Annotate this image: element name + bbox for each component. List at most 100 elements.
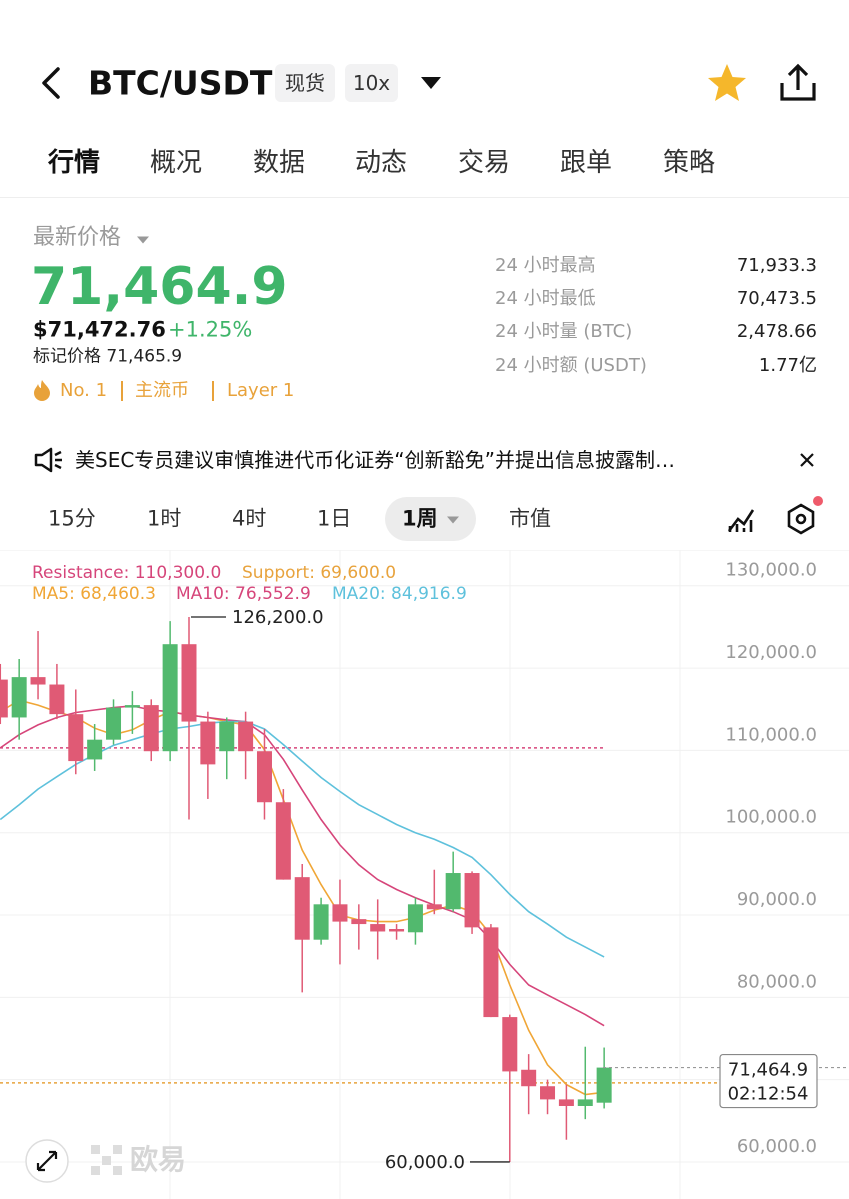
y-tick-label: 120,000.0 [725, 642, 817, 663]
candle-body [502, 1017, 518, 1072]
y-tick-label: 130,000.0 [725, 560, 817, 581]
notification-dot [813, 496, 823, 506]
tab[interactable]: 跟单 [560, 148, 613, 178]
candle-body [313, 904, 329, 940]
close-button[interactable] [799, 452, 815, 468]
stat-value: 2,478.66 [736, 321, 817, 342]
expand-button[interactable] [24, 1138, 70, 1184]
indicator-icon[interactable] [726, 504, 756, 534]
flame-icon [34, 380, 50, 401]
y-tick-label: 100,000.0 [725, 807, 817, 828]
stat-label: 24 小时最低 [495, 288, 596, 309]
category-tag[interactable]: 主流币 [135, 380, 189, 401]
stat-label: 24 小时最高 [495, 255, 596, 276]
announcement-text[interactable]: 美SEC专员建议审慎推进代币化证券“创新豁免”并提出信息披露制… [75, 450, 676, 470]
interval[interactable]: 1周 [402, 506, 438, 531]
candle-body [87, 739, 103, 760]
candle-body [181, 644, 197, 722]
ma-line [0, 705, 605, 1027]
watermark-logo [91, 1145, 122, 1175]
legend-ma: MA20: 84,916.9 [332, 584, 467, 604]
legend-ma: MA5: 68,460.3 [32, 584, 156, 604]
price-dropdown[interactable] [136, 236, 150, 245]
candle-body [275, 802, 291, 880]
candle-body [124, 705, 140, 708]
interval[interactable]: 15分 [48, 506, 96, 531]
price-chart: 60,000.070,000.080,000.090,000.0100,000.… [0, 550, 849, 1199]
stat-label: 24 小时额 (USDT) [495, 355, 647, 376]
leverage-tag[interactable]: 10x [345, 64, 398, 102]
price-label[interactable]: 最新价格 [33, 225, 122, 250]
legend-support: Support: 69,600.0 [242, 563, 396, 583]
settings-icon[interactable] [786, 503, 816, 535]
candle-body [521, 1069, 537, 1087]
stat-label: 24 小时量 (BTC) [495, 321, 633, 342]
candle-body [577, 1099, 593, 1106]
layer-tag[interactable]: Layer 1 [227, 380, 295, 401]
interval[interactable]: 1日 [317, 506, 352, 531]
interval-dropdown[interactable] [446, 516, 460, 525]
last-price: 71,464.9 [31, 257, 288, 317]
candle-body [351, 919, 367, 925]
legend-ma: MA10: 76,552.9 [176, 584, 311, 604]
candle-body [30, 677, 46, 685]
candle-body [162, 644, 178, 752]
tag-separator [121, 381, 123, 401]
candle-body [11, 677, 27, 718]
candle-body [68, 714, 84, 762]
tab[interactable]: 动态 [355, 148, 408, 178]
stat-value: 1.77亿 [758, 355, 817, 376]
candle-body [238, 721, 254, 752]
candle-body [426, 904, 442, 910]
stat-value: 70,473.5 [736, 288, 817, 309]
rank-tag[interactable]: No. 1 [60, 380, 108, 401]
interval[interactable]: 4时 [232, 506, 267, 531]
divider [0, 197, 849, 198]
candle-body [0, 679, 8, 718]
favorite-star[interactable] [706, 63, 748, 103]
y-tick-label: 80,000.0 [737, 971, 817, 992]
tab[interactable]: 交易 [458, 148, 511, 178]
candle-body [407, 904, 423, 933]
pair-dropdown[interactable] [420, 76, 442, 90]
usd-price: $71,472.76 [33, 317, 166, 342]
candle-body [558, 1099, 574, 1106]
candle-body [596, 1067, 612, 1103]
pair-title: BTC/USDT [88, 63, 273, 103]
selected-pill[interactable] [385, 497, 476, 541]
candle-body [143, 705, 159, 752]
y-tick-label: 90,000.0 [737, 889, 817, 910]
current-price-box [719, 1053, 818, 1109]
speaker-icon [34, 447, 62, 473]
candle-body [389, 929, 405, 932]
interval[interactable]: 市值 [509, 506, 551, 531]
annotation-label: 126,200.0 [232, 607, 324, 628]
market-tag: 现货 [275, 64, 335, 102]
tag-separator [212, 381, 214, 401]
tab[interactable]: 行情 [48, 148, 101, 178]
back-button[interactable] [38, 66, 64, 100]
candle-body [445, 873, 461, 910]
annotation-label: 60,000.0 [385, 1152, 465, 1173]
interval[interactable]: 1时 [147, 506, 182, 531]
tab[interactable]: 数据 [253, 148, 306, 178]
candle-body [370, 924, 386, 932]
y-tick-label: 60,000.0 [737, 1136, 817, 1157]
candle-body [294, 877, 310, 940]
stat-value: 71,933.3 [736, 255, 817, 276]
current-price-label: 71,464.9 [728, 1060, 808, 1081]
candle-body [256, 751, 272, 803]
tab[interactable]: 概况 [150, 148, 203, 178]
share-button[interactable] [778, 63, 818, 103]
watermark: 欧易 [130, 1143, 187, 1176]
candle-body [464, 873, 480, 928]
candle-body [49, 684, 65, 715]
candle-body [332, 904, 348, 922]
y-tick-label: 110,000.0 [725, 724, 817, 745]
price-change: +1.25% [168, 317, 253, 342]
ma-line [0, 699, 605, 1096]
tab[interactable]: 策略 [663, 148, 716, 178]
candle-body [106, 707, 122, 740]
legend-resistance: Resistance: 110,300.0 [32, 563, 221, 583]
